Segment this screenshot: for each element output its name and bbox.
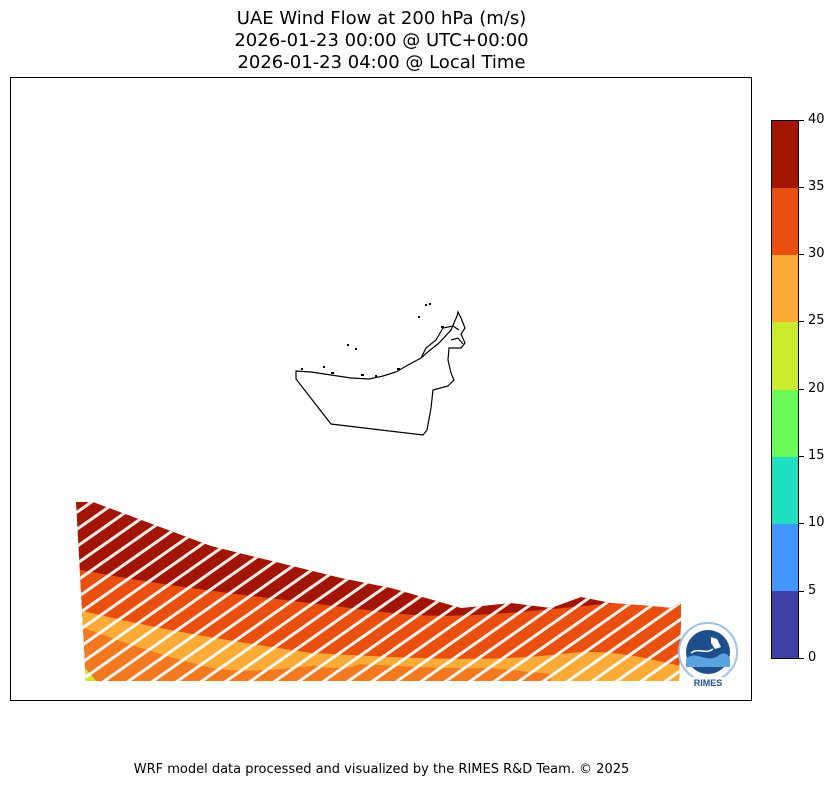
colorbar-tick-mark — [799, 254, 804, 255]
uae-internal-border — [420, 325, 460, 359]
wind-streamlines — [76, 502, 681, 681]
uae-coastline-and-border — [295, 310, 466, 436]
colorbar-tick-label: 10 — [808, 515, 825, 530]
colorbar-tick-label: 30 — [808, 246, 825, 261]
colorbar-band-20-25 — [772, 322, 798, 390]
wind-speed-field — [76, 502, 681, 681]
colorbar-tick-mark — [799, 120, 804, 121]
colorbar-tick-mark — [799, 658, 804, 659]
colorbar-tick-mark — [799, 523, 804, 524]
colorbar-band-0-5 — [772, 590, 798, 658]
map-panel — [10, 77, 752, 701]
title-line-utc-time: 2026-01-23 00:00 @ UTC+00:00 — [234, 30, 529, 51]
colorbar-tick-mark — [799, 456, 804, 457]
oman-enclave-border — [450, 337, 464, 345]
colorbar-tick-label: 25 — [808, 313, 825, 328]
colorbar-tick-mark — [799, 591, 804, 592]
title-line-variable: UAE Wind Flow at 200 hPa (m/s) — [236, 8, 527, 29]
colorbar-tick-mark — [799, 389, 804, 390]
colorbar-tick-label: 35 — [808, 179, 825, 194]
colorbar-tick-mark — [799, 187, 804, 188]
colorbar-band-35-40 — [772, 121, 798, 189]
rimes-logo-wordmark: RIMES — [694, 678, 723, 688]
map-title: UAE Wind Flow at 200 hPa (m/s) 2026-01-2… — [10, 8, 753, 74]
colorbar-tick-label: 5 — [808, 583, 817, 598]
colorbar-tick-label: 40 — [808, 112, 825, 127]
credit-footer: WRF model data processed and visualized … — [133, 762, 630, 777]
wind-map-svg — [76, 303, 681, 681]
colorbar-tick-mark — [799, 321, 804, 322]
colorbar-band-15-20 — [772, 389, 798, 457]
colorbar — [771, 120, 799, 659]
uae-boundary — [295, 310, 466, 436]
uae-islands — [301, 303, 444, 377]
colorbar-tick-label: 0 — [808, 650, 817, 665]
rimes-logo: RIMES — [677, 619, 739, 689]
colorbar-band-25-30 — [772, 255, 798, 323]
title-line-local-time: 2026-01-23 04:00 @ Local Time — [237, 52, 526, 73]
colorbar-band-30-35 — [772, 188, 798, 256]
colorbar-tick-label: 20 — [808, 381, 825, 396]
colorbar-band-10-15 — [772, 456, 798, 524]
colorbar-band-5-10 — [772, 523, 798, 591]
colorbar-tick-label: 15 — [808, 448, 825, 463]
